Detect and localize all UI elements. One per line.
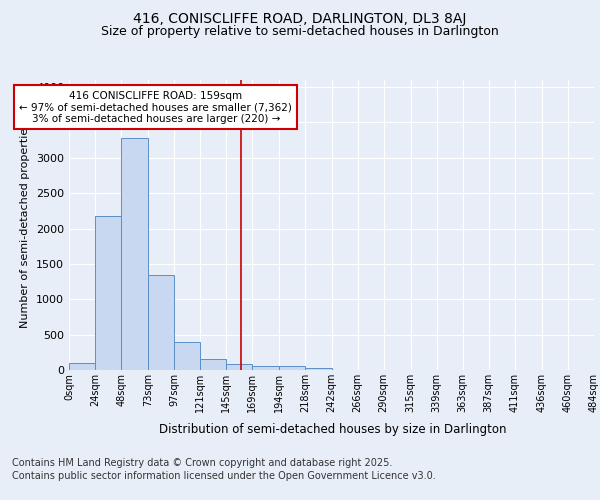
Bar bbox=[305, 368, 332, 370]
Text: Size of property relative to semi-detached houses in Darlington: Size of property relative to semi-detach… bbox=[101, 25, 499, 38]
Bar bbox=[69, 363, 95, 370]
Bar bbox=[200, 358, 226, 370]
Text: Contains HM Land Registry data © Crown copyright and database right 2025.: Contains HM Land Registry data © Crown c… bbox=[12, 458, 392, 468]
Text: Distribution of semi-detached houses by size in Darlington: Distribution of semi-detached houses by … bbox=[159, 422, 507, 436]
Bar bbox=[253, 366, 280, 370]
Bar bbox=[95, 216, 121, 370]
Text: 416, CONISCLIFFE ROAD, DARLINGTON, DL3 8AJ: 416, CONISCLIFFE ROAD, DARLINGTON, DL3 8… bbox=[133, 12, 467, 26]
Bar bbox=[174, 342, 200, 370]
Text: 416 CONISCLIFFE ROAD: 159sqm
← 97% of semi-detached houses are smaller (7,362)
3: 416 CONISCLIFFE ROAD: 159sqm ← 97% of se… bbox=[19, 90, 292, 124]
Bar bbox=[226, 364, 253, 370]
Text: Contains public sector information licensed under the Open Government Licence v3: Contains public sector information licen… bbox=[12, 471, 436, 481]
Bar bbox=[121, 138, 148, 370]
Bar bbox=[280, 366, 305, 370]
Bar bbox=[148, 274, 174, 370]
Y-axis label: Number of semi-detached properties: Number of semi-detached properties bbox=[20, 122, 31, 328]
